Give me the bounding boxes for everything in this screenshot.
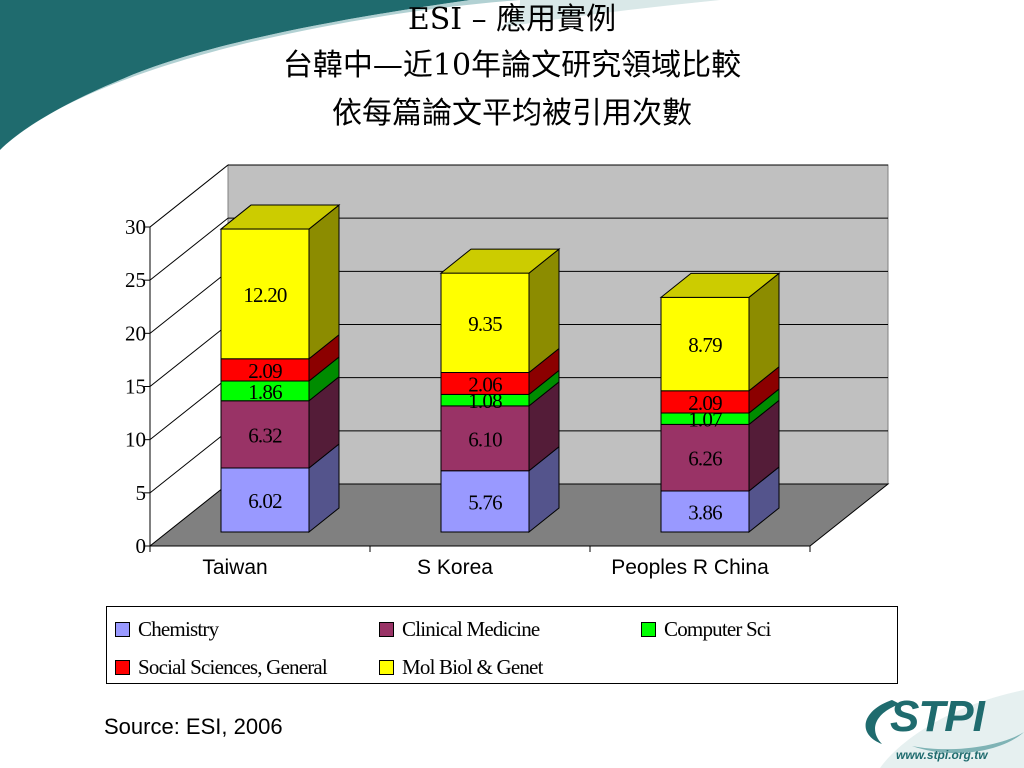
- logo-text: STPI: [890, 692, 985, 741]
- gridline-side: [149, 217, 229, 281]
- data-label: 3.86: [688, 500, 722, 524]
- data-label: 1.86: [248, 380, 282, 404]
- data-label: 2.09: [248, 359, 282, 383]
- legend-swatch-social-sciences: [115, 660, 130, 675]
- bar-segment-front: [440, 272, 530, 374]
- bar-segment-front: [220, 228, 310, 360]
- data-label: 9.35: [468, 312, 502, 336]
- title-line-1: ESI – 應用實例: [407, 2, 617, 37]
- x-tick-label: S Korea: [417, 556, 493, 579]
- legend-swatch-chemistry: [115, 622, 130, 637]
- legend-item-chemistry: Chemistry: [115, 617, 219, 642]
- data-label: 5.76: [468, 490, 502, 514]
- bar-segment-front: [660, 490, 750, 533]
- gridline-side: [149, 430, 229, 494]
- title-line-3: 依每篇論文平均被引用次數: [332, 96, 692, 131]
- title-line-2: 台韓中—近10年論文研究領域比較: [282, 48, 742, 83]
- bar-top-face: [659, 272, 781, 298]
- data-label: 2.06: [468, 372, 502, 396]
- bar-segment-side: [308, 204, 340, 360]
- top-swoosh-fade: [500, 0, 720, 28]
- legend-item-clinical-medicine: Clinical Medicine: [379, 617, 540, 642]
- data-label: 6.26: [688, 447, 722, 471]
- source-note: Source: ESI, 2006: [104, 714, 283, 739]
- legend-item-social-sciences: Social Sciences, General: [115, 655, 328, 680]
- legend-item-mol-biol: Mol Biol & Genet: [379, 655, 543, 680]
- bar-segment-front: [440, 405, 530, 472]
- x-tick-label: Taiwan: [202, 556, 267, 579]
- y-tick-label: 5: [136, 481, 147, 505]
- data-label: 8.79: [688, 333, 722, 357]
- legend-swatch-mol-biol: [379, 660, 394, 675]
- y-tick-label: 25: [125, 268, 146, 292]
- y-tick-label: 30: [125, 215, 146, 239]
- gridline-side: [149, 164, 229, 228]
- bar-segment-front: [660, 296, 750, 392]
- legend-label-clinical-medicine: Clinical Medicine: [402, 617, 540, 641]
- legend-label-computer-sci: Computer Sci: [664, 617, 771, 641]
- gridline-side: [149, 377, 229, 441]
- legend-label-chemistry: Chemistry: [138, 617, 219, 641]
- y-tick-label: 20: [125, 321, 146, 345]
- bar-segment-front: [220, 400, 310, 469]
- legend-label-social-sciences: Social Sciences, General: [138, 655, 328, 679]
- top-left-swoosh: [0, 0, 470, 150]
- y-tick-label: 10: [125, 428, 146, 452]
- logo-swoosh-icon: [865, 700, 1024, 754]
- legend-item-computer-sci: Computer Sci: [641, 617, 771, 642]
- data-label: 6.32: [248, 423, 282, 447]
- data-label: 6.10: [468, 427, 502, 451]
- gridline-side: [149, 324, 229, 387]
- y-tick-label: 0: [136, 534, 147, 558]
- legend-swatch-computer-sci: [641, 622, 656, 637]
- data-label: 12.20: [243, 283, 287, 307]
- bar-segment-front: [440, 470, 530, 533]
- stpi-logo: STPI www.stpi.org.tw: [852, 688, 1024, 768]
- bar-segment-front: [660, 423, 750, 492]
- data-label: 2.09: [688, 391, 722, 415]
- chart-legend: Chemistry Clinical Medicine Computer Sci…: [106, 606, 898, 684]
- bar-segment-front: [220, 467, 310, 533]
- gridline-side: [149, 270, 229, 334]
- x-tick-label: Peoples R China: [611, 556, 769, 579]
- logo-url: www.stpi.org.tw: [896, 748, 988, 762]
- data-label: 6.02: [248, 489, 282, 513]
- y-tick-label: 15: [125, 375, 146, 399]
- bar-top-face: [219, 204, 341, 230]
- legend-label-mol-biol: Mol Biol & Genet: [402, 655, 543, 679]
- bar-top-face: [439, 248, 561, 274]
- legend-swatch-clinical-medicine: [379, 622, 394, 637]
